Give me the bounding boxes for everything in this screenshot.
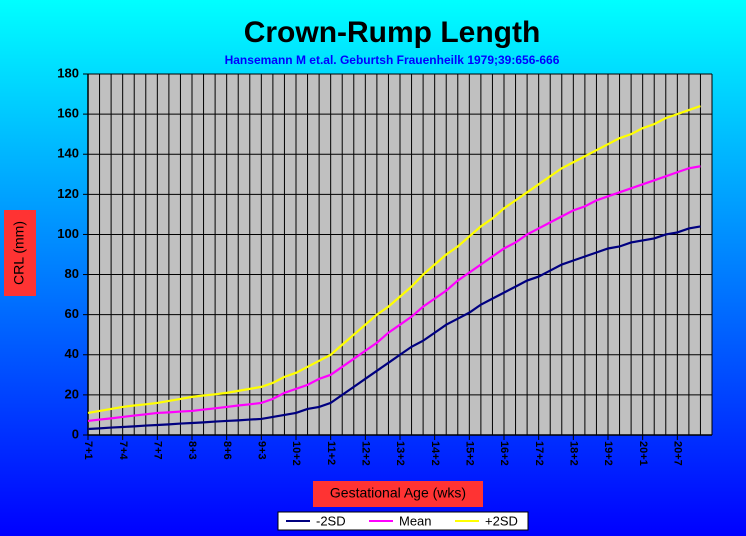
chart-subtitle: Hansemann M et.al. Geburtsh Frauenheilk … [225,53,560,67]
legend [277,511,529,531]
y-tick-label: 80 [65,266,79,281]
legend-label: Mean [399,513,432,528]
x-tick-label: 13+2 [394,441,406,466]
x-tick-label: 17+2 [533,441,545,466]
series-line [87,165,701,423]
series-line [87,105,701,415]
x-tick-label: 8+3 [186,441,198,460]
y-label-box [4,210,36,296]
legend-label: +2SD [485,513,518,528]
x-tick-label: 9+3 [255,441,267,460]
y-tick-label: 40 [65,346,79,361]
y-tick-label: 0 [72,426,79,441]
y-tick-label: 120 [57,186,79,201]
x-tick-label: 15+2 [463,441,475,466]
y-tick-label: 140 [57,146,79,161]
x-tick-label: 20+1 [637,441,649,466]
y-tick-label: 160 [57,106,79,121]
x-tick-label: 7+1 [82,441,94,460]
x-tick-label: 11+2 [325,441,337,465]
x-tick-label: 10+2 [290,441,302,466]
legend-label: -2SD [316,513,346,528]
x-tick-label: 18+2 [567,441,579,466]
x-tick-label: 7+7 [151,441,163,460]
y-tick-label: 180 [57,65,79,80]
x-tick-label: 8+6 [221,441,233,460]
y-axis-label: CRL (mm) [11,221,27,285]
x-tick-label: 16+2 [498,441,510,466]
y-tick-label: 100 [57,226,79,241]
x-axis-label: Gestational Age (wks) [330,485,466,501]
chart-title: Crown-Rump Length [244,16,541,49]
x-tick-label: 19+2 [602,441,614,466]
x-label-box [313,481,483,507]
x-tick-label: 20+7 [671,441,683,466]
y-tick-label: 20 [65,386,79,401]
series-line [87,225,701,431]
x-tick-label: 14+2 [429,441,441,466]
x-tick-label: 12+2 [359,441,371,466]
y-tick-label: 60 [65,306,79,321]
x-tick-label: 7+4 [117,441,129,461]
